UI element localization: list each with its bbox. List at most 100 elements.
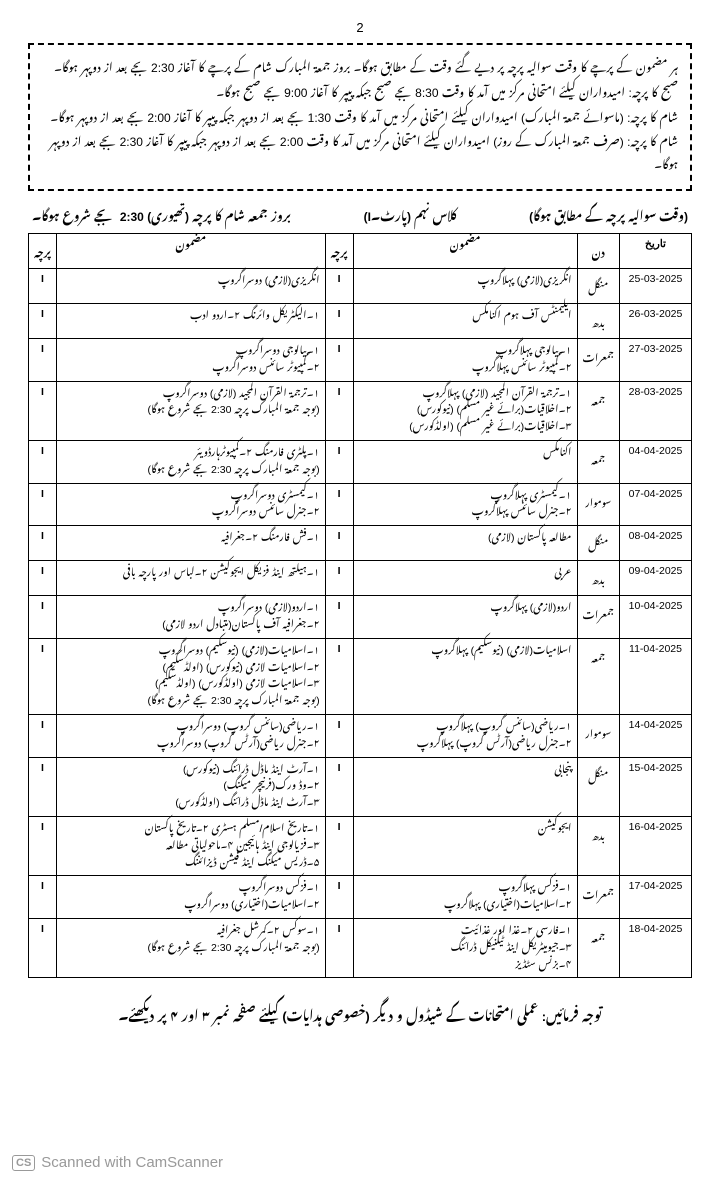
cell-paper: I: [325, 714, 353, 757]
cell-paper: I: [29, 483, 57, 526]
cell-paper: I: [29, 338, 57, 381]
cell-subject-morning: ۱۔فزکس پہلاگروپ۲۔اسلامیات(اختیاری) پہلاگ…: [353, 876, 577, 919]
cell-subject-morning: ۱۔ریاضی(سائنس گروپ) پہلاگروپ۲۔جنرل ریاضی…: [353, 714, 577, 757]
col-subject: مضمون: [353, 233, 577, 268]
cell-day: جمعہ: [577, 381, 619, 440]
col-paper: پرچہ: [325, 233, 353, 268]
cell-date: 18-04-2025: [620, 918, 692, 977]
table-row: 14-04-2025سوموار۱۔ریاضی(سائنس گروپ) پہلا…: [29, 714, 692, 757]
col-paper-2: پرچہ: [29, 233, 57, 268]
cell-subject-evening: ۱۔اسلامیات(لازمی) (نیوسکیم) دوسراگروپ۲۔ا…: [57, 638, 326, 714]
cell-day: جمعہ: [577, 440, 619, 483]
table-row: 17-04-2025جمعرات۱۔فزکس پہلاگروپ۲۔اسلامیا…: [29, 876, 692, 919]
cell-date: 16-04-2025: [620, 816, 692, 875]
table-row: 04-04-2025جمعہاکنامکسI۱۔پلٹری فارمنگ ۲۔ک…: [29, 440, 692, 483]
cell-subject-morning: ۱۔کیمسٹری پہلاگروپ۲۔جنرل سائنس پہلاگروپ: [353, 483, 577, 526]
table-row: 18-04-2025جمعہ۱۔فارسی ۲۔غذا اور غذائیت۳۔…: [29, 918, 692, 977]
cell-subject-morning: ۱۔بیالوجی پہلاگروپ۲۔کمپیوٹر سائنس پہلاگر…: [353, 338, 577, 381]
cell-subject-evening: انگریزی(لازمی) دوسراگروپ: [57, 268, 326, 303]
cell-subject-morning: مطالعہ پاکستان (لازمی): [353, 526, 577, 561]
cell-paper: I: [29, 303, 57, 338]
cell-subject-evening: ۱۔ریاضی(سائنس گروپ) دوسراگروپ۲۔جنرل ریاض…: [57, 714, 326, 757]
cell-subject-morning: پنجابی: [353, 757, 577, 816]
cell-paper: I: [29, 526, 57, 561]
cs-badge: CS: [12, 1155, 35, 1171]
cell-subject-morning: ۱۔ترجمۃ القرآن المجید (لازمی) پہلاگروپ۲۔…: [353, 381, 577, 440]
cell-subject-evening: ۱۔آرٹ اینڈ ماڈل ڈرائنگ (نیوکورس)۲۔وڈ ورک…: [57, 757, 326, 816]
table-row: 27-03-2025جمعرات۱۔بیالوجی پہلاگروپ۲۔کمپی…: [29, 338, 692, 381]
cell-date: 26-03-2025: [620, 303, 692, 338]
cell-subject-morning: اسلامیات(لازمی) (نیوسکیم) پہلاگروپ: [353, 638, 577, 714]
cell-day: جمعہ: [577, 918, 619, 977]
instruction-line: صبح کا پرچہ: امیدواران کیلئے امتحانی مرک…: [42, 82, 678, 105]
cell-day: منگل: [577, 268, 619, 303]
cell-date: 04-04-2025: [620, 440, 692, 483]
table-row: 26-03-2025بدھایلیمنٹس آف ہوم اکنامکسI۱۔ا…: [29, 303, 692, 338]
instruction-line: شام کا پرچہ: (ماسوائے جمعۃ المبارک) امید…: [42, 107, 678, 130]
cs-text: Scanned with CamScanner: [41, 1154, 223, 1171]
cell-subject-morning: اردو(لازمی) پہلاگروپ: [353, 596, 577, 639]
cell-date: 07-04-2025: [620, 483, 692, 526]
col-subject-2: مضمون: [57, 233, 326, 268]
cell-paper: I: [325, 918, 353, 977]
cell-subject-morning: ایجوکیشن: [353, 816, 577, 875]
cell-day: جمعرات: [577, 338, 619, 381]
cell-paper: I: [29, 268, 57, 303]
cell-date: 25-03-2025: [620, 268, 692, 303]
cell-subject-morning: ۱۔فارسی ۲۔غذا اور غذائیت۳۔جیومیٹریکل این…: [353, 918, 577, 977]
cell-paper: I: [29, 381, 57, 440]
cell-day: سوموار: [577, 483, 619, 526]
datesheet-table: تاریخ دن مضمون پرچہ مضمون پرچہ 25-03-202…: [28, 233, 692, 978]
col-day: دن: [577, 233, 619, 268]
cell-subject-evening: ۱۔بیالوجی دوسراگروپ۲۔کمپیوٹر سائنس دوسرا…: [57, 338, 326, 381]
cell-paper: I: [325, 816, 353, 875]
cell-day: جمعہ: [577, 638, 619, 714]
table-row: 08-04-2025منگلمطالعہ پاکستان (لازمی)I۱۔ف…: [29, 526, 692, 561]
table-row: 25-03-2025منگلانگریزی(لازمی) پہلاگروپIان…: [29, 268, 692, 303]
cell-paper: I: [325, 561, 353, 596]
header-left: بروز جمعہ شام کا پرچہ (تھیوری) 2:30 بجے …: [32, 199, 291, 229]
cell-date: 11-04-2025: [620, 638, 692, 714]
cell-date: 14-04-2025: [620, 714, 692, 757]
cell-paper: I: [325, 876, 353, 919]
cell-subject-evening: ۱۔ترجمۃ القرآن المجید (لازمی) دوسراگروپ(…: [57, 381, 326, 440]
cell-subject-evening: ۱۔فزکس دوسراگروپ۲۔اسلامیات(اختیاری) دوسر…: [57, 876, 326, 919]
cell-subject-evening: ۱۔تاریخ اسلام/مسلم ہسٹری ۲۔تاریخ پاکستان…: [57, 816, 326, 875]
cell-subject-evening: ۱۔سوکس ۲۔کمرشل جغرافیہ(بوجہ جمعۃ المبارک…: [57, 918, 326, 977]
cell-subject-morning: ایلیمنٹس آف ہوم اکنامکس: [353, 303, 577, 338]
table-row: 28-03-2025جمعہ۱۔ترجمۃ القرآن المجید (لاز…: [29, 381, 692, 440]
cell-paper: I: [29, 561, 57, 596]
cell-subject-evening: ۱۔ہیلتھ اینڈ فزیکل ایجوکیشن ۲۔لباس اور پ…: [57, 561, 326, 596]
instruction-line: شام کا پرچہ: (صرف جمعۃ المبارک کے روز) ا…: [42, 131, 678, 177]
cell-paper: I: [325, 338, 353, 381]
cell-date: 17-04-2025: [620, 876, 692, 919]
cell-subject-evening: ۱۔فش فارمنگ ۲۔جغرافیہ: [57, 526, 326, 561]
table-row: 16-04-2025بدھایجوکیشنI۱۔تاریخ اسلام/مسلم…: [29, 816, 692, 875]
table-row: 09-04-2025بدھعربیI۱۔ہیلتھ اینڈ فزیکل ایج…: [29, 561, 692, 596]
cell-date: 15-04-2025: [620, 757, 692, 816]
cell-day: بدھ: [577, 816, 619, 875]
cell-paper: I: [325, 268, 353, 303]
cell-paper: I: [325, 381, 353, 440]
cell-paper: I: [325, 596, 353, 639]
cell-paper: I: [29, 714, 57, 757]
instruction-line: ہر مضمون کے پرچے کا وقت سوالیہ پرچہ پر د…: [42, 57, 678, 80]
column-headers: تاریخ دن مضمون پرچہ مضمون پرچہ: [29, 233, 692, 268]
camscanner-watermark: CS Scanned with CamScanner: [12, 1154, 223, 1171]
cell-paper: I: [325, 526, 353, 561]
table-header-row: (وقت سوالیہ پرچہ کے مطابق ہوگا) کلاس نہم…: [28, 199, 692, 229]
header-right: (وقت سوالیہ پرچہ کے مطابق ہوگا): [529, 199, 688, 229]
table-row: 07-04-2025سوموار۱۔کیمسٹری پہلاگروپ۲۔جنرل…: [29, 483, 692, 526]
cell-day: جمعرات: [577, 876, 619, 919]
table-row: 10-04-2025جمعراتاردو(لازمی) پہلاگروپI۱۔ا…: [29, 596, 692, 639]
cell-day: سوموار: [577, 714, 619, 757]
cell-paper: I: [325, 483, 353, 526]
cell-date: 27-03-2025: [620, 338, 692, 381]
cell-day: بدھ: [577, 561, 619, 596]
table-row: 15-04-2025منگلپنجابیI۱۔آرٹ اینڈ ماڈل ڈرا…: [29, 757, 692, 816]
cell-paper: I: [29, 816, 57, 875]
instructions-box: ہر مضمون کے پرچے کا وقت سوالیہ پرچہ پر د…: [28, 43, 692, 191]
cell-subject-morning: انگریزی(لازمی) پہلاگروپ: [353, 268, 577, 303]
cell-paper: I: [29, 638, 57, 714]
cell-paper: I: [325, 303, 353, 338]
